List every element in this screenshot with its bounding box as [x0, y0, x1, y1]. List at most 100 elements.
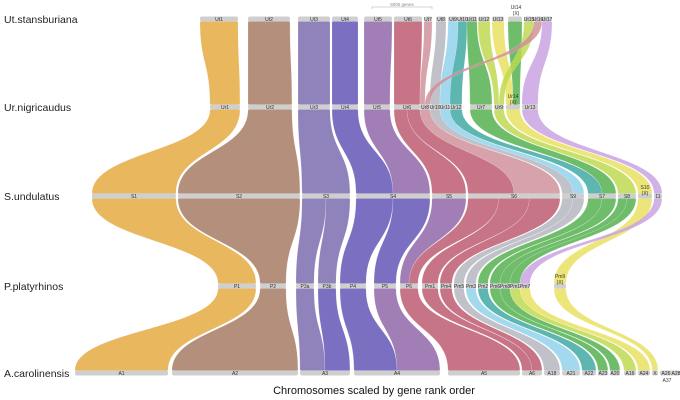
chromosome-label: A4	[394, 371, 400, 377]
chromosome-label: Pm6	[490, 284, 501, 290]
synteny-ribbon	[519, 198, 663, 284]
chromosome-bar	[588, 193, 616, 199]
chromosome-label: A20	[611, 371, 620, 377]
chromosome-bar	[200, 16, 238, 22]
chromosome-label: Ut13	[493, 17, 504, 23]
chromosome-bar	[210, 104, 240, 110]
chromosome-bar	[534, 16, 542, 22]
synteny-ribbon	[419, 109, 561, 194]
chromosome-bar	[638, 370, 650, 376]
synteny-ribbon	[339, 198, 394, 284]
chromosome-label: Pm1	[510, 284, 521, 290]
chromosome-label: Ut4	[341, 17, 349, 23]
chromosome-bar	[354, 370, 440, 376]
chromosome-label: Ut3	[310, 17, 318, 23]
chromosome-label: A2	[232, 371, 238, 377]
chromosome-bar	[522, 370, 542, 376]
chromosome-bar	[467, 16, 477, 22]
chromosome-label: Ut15	[524, 17, 535, 23]
chromosome-bar	[448, 16, 458, 22]
chromosome-label: Ut12	[479, 17, 490, 23]
chromosome-bar	[448, 370, 520, 376]
chromosome-bar	[436, 16, 446, 22]
chromosome-tracks	[75, 16, 680, 376]
chromosome-label: S5	[446, 194, 452, 200]
chromosome-bar	[356, 193, 430, 199]
chromosome-bar	[618, 193, 636, 199]
chromosome-bar	[260, 283, 286, 289]
synteny-ribbon	[297, 109, 351, 194]
chromosome-label: Ut16	[533, 17, 544, 23]
chromosome-label: P5	[382, 284, 388, 290]
chromosome-bar	[524, 16, 534, 22]
chromosome-bar	[340, 283, 366, 289]
chromosome-label: S2	[236, 194, 242, 200]
chromosome-label: P6	[406, 284, 412, 290]
chromosome-bar	[364, 104, 390, 110]
chromosome-bar	[478, 16, 490, 22]
species-label: Ut.stansburiana	[4, 14, 78, 26]
chromosome-label: A6	[529, 371, 535, 377]
chromosome-label: Ut2	[265, 17, 273, 23]
chromosome-label: A3	[322, 371, 328, 377]
synteny-ribbon	[453, 288, 561, 371]
chromosome-bar	[660, 370, 674, 376]
chromosome-bar	[478, 283, 488, 289]
synteny-ribbon	[295, 198, 327, 284]
chromosome-bar	[508, 16, 522, 22]
synteny-ribbon	[465, 198, 585, 284]
chromosome-label: S3	[323, 194, 329, 200]
chromosome-label: P3b	[323, 284, 332, 290]
chromosome-bar	[218, 283, 256, 289]
synteny-ribbon	[399, 288, 521, 371]
chromosome-label: Ur12	[451, 105, 462, 111]
chromosome-bar	[506, 104, 520, 110]
chromosome-bar	[440, 104, 450, 110]
synteny-ribbon	[331, 21, 359, 105]
chromosome-label: Ur9	[495, 105, 503, 111]
chromosome-bar	[624, 370, 636, 376]
synteny-ribbon	[373, 288, 441, 371]
synteny-ribbon	[373, 198, 431, 284]
chromosome-label: Pm3	[466, 284, 477, 290]
synteny-ribbon	[521, 109, 663, 194]
chromosome-bar	[420, 104, 430, 110]
chromosome-bar	[554, 283, 566, 289]
chromosome-label: Ur1	[221, 105, 229, 111]
scale-bar-label: 5000 genes	[390, 2, 414, 7]
chromosome-bar	[248, 104, 292, 110]
chromosome-bar	[440, 283, 452, 289]
chromosome-label: Ur2	[266, 105, 274, 111]
chromosome-label: P3a	[301, 284, 310, 290]
synteny-ribbon	[477, 288, 597, 371]
chromosome-bar	[332, 16, 358, 22]
chromosome-bar	[394, 104, 420, 110]
chromosome-bar	[75, 370, 168, 376]
chromosome-label: A24	[640, 371, 649, 377]
synteny-ribbon	[424, 21, 543, 105]
chromosome-label: S4	[390, 194, 396, 200]
chromosome-label: Ut5	[374, 17, 382, 23]
chromosome-label: A16	[626, 371, 635, 377]
synteny-ribbon	[449, 21, 468, 105]
chromosome-label: Ur7	[477, 105, 485, 111]
chromosome-label: Ur13	[525, 105, 536, 111]
chromosome-bar	[454, 283, 464, 289]
chromosome-bar	[490, 283, 500, 289]
chromosome-label: P4	[350, 284, 356, 290]
chromosome-bar	[364, 16, 392, 22]
synteny-ribbon	[453, 198, 574, 284]
chromosome-bar	[296, 283, 314, 289]
synteny-ribbon	[499, 288, 621, 371]
chromosome-bar	[544, 370, 560, 376]
synteny-ribbon	[393, 109, 467, 194]
chromosome-bar	[672, 370, 680, 376]
chromosome-label: S6	[511, 194, 517, 200]
chromosome-label: Pm5	[454, 284, 465, 290]
chromosome-bar	[432, 193, 466, 199]
chromosome-bar	[494, 104, 504, 110]
chromosome-label: Ur5	[373, 105, 381, 111]
chromosome-bar	[652, 370, 658, 376]
chromosome-bar	[374, 283, 396, 289]
